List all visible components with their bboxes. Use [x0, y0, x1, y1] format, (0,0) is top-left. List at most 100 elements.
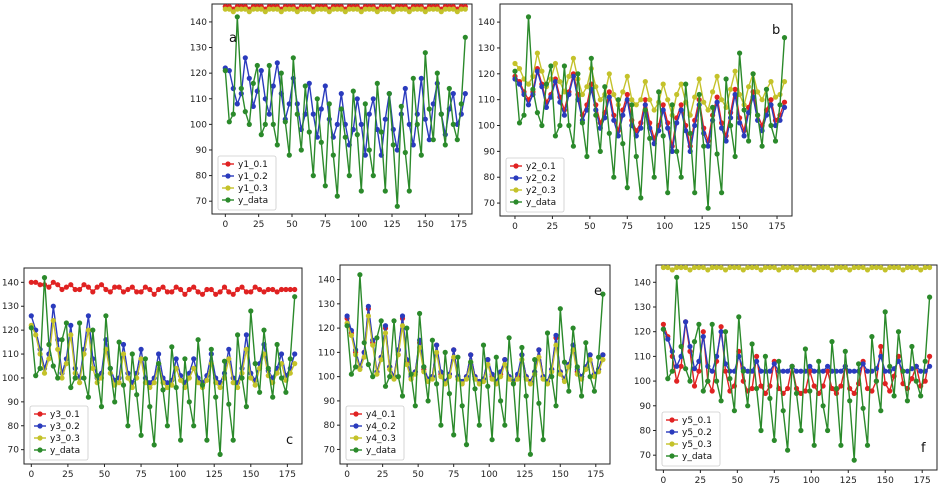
data-point [334, 193, 340, 199]
data-point [900, 368, 906, 374]
data-point [250, 6, 256, 12]
data-point [696, 76, 702, 82]
data-point [638, 125, 644, 131]
data-point [566, 73, 572, 79]
data-point [574, 364, 580, 370]
x-tick-label: 50 [99, 470, 111, 480]
data-point [77, 380, 83, 386]
data-point [59, 375, 65, 381]
data-point [829, 385, 835, 392]
data-point [370, 6, 376, 12]
y-tick-label: 130 [190, 44, 207, 54]
data-point [489, 437, 495, 443]
y-tick-label: 90 [324, 397, 336, 407]
data-point [59, 337, 65, 343]
legend-marker [669, 417, 675, 423]
data-point [552, 60, 559, 67]
data-point [767, 368, 773, 374]
data-point [678, 174, 684, 180]
legend-label: y5_0.2 [682, 428, 712, 438]
data-point [530, 86, 536, 92]
data-point [860, 361, 866, 367]
data-point [660, 326, 667, 332]
series-y_data [344, 272, 606, 457]
data-point [344, 313, 350, 319]
data-point [665, 376, 671, 382]
data-point [234, 101, 240, 107]
x-tick-label: 50 [732, 476, 744, 486]
data-point [909, 376, 915, 382]
data-point [306, 80, 312, 86]
data-point [274, 6, 280, 12]
data-point [274, 142, 280, 148]
data-point [382, 188, 388, 194]
data-point [489, 376, 495, 382]
data-point [310, 173, 316, 179]
data-point [254, 6, 260, 12]
y-tick-label: 120 [478, 70, 495, 80]
x-tick-label: 75 [769, 476, 780, 486]
data-point [709, 321, 715, 327]
data-point [723, 138, 729, 144]
data-point [362, 101, 368, 107]
data-point [904, 398, 911, 404]
data-point [678, 107, 684, 113]
data-point [399, 393, 406, 399]
data-point [732, 91, 738, 98]
legend-marker [513, 199, 519, 205]
data-point [358, 121, 364, 127]
data-point [485, 383, 491, 389]
data-point [138, 346, 144, 352]
data-point [629, 102, 635, 108]
data-point [85, 284, 91, 290]
y-tick-label: 110 [478, 96, 495, 106]
data-point [741, 133, 747, 139]
legend-marker [225, 161, 231, 167]
legend-marker [513, 187, 519, 193]
data-point [348, 371, 354, 377]
legend-label: y5_0.1 [682, 416, 712, 426]
data-point [633, 153, 639, 160]
data-point [151, 291, 157, 297]
data-point [678, 81, 684, 87]
data-point [802, 264, 809, 271]
data-point [807, 363, 813, 369]
data-point [864, 267, 871, 273]
data-point [714, 94, 720, 100]
data-point [527, 451, 534, 457]
data-point [103, 313, 109, 319]
data-point [252, 284, 258, 290]
data-point [749, 341, 755, 347]
data-point [204, 377, 210, 383]
data-point [759, 143, 765, 149]
data-point [262, 9, 268, 15]
data-point [382, 116, 388, 122]
x-tick-label: 175 [587, 470, 604, 480]
data-point [777, 102, 783, 108]
data-point [512, 60, 518, 67]
y-tick-label: 80 [324, 421, 336, 431]
data-point [922, 264, 928, 271]
x-tick-label: 100 [350, 220, 367, 230]
data-point [252, 361, 258, 367]
data-point [678, 363, 684, 369]
data-point [138, 356, 144, 362]
data-point [600, 357, 606, 363]
data-point [68, 332, 74, 338]
data-point [386, 6, 392, 12]
data-point [624, 97, 630, 103]
data-point [536, 354, 542, 360]
data-point [710, 104, 716, 110]
data-point [696, 264, 702, 271]
data-point [438, 422, 444, 428]
data-point [374, 80, 380, 86]
data-point [772, 138, 779, 144]
data-point [561, 63, 568, 69]
data-point [728, 122, 734, 129]
data-point [120, 289, 127, 295]
x-tick-label: 125 [694, 222, 711, 232]
data-point [358, 188, 364, 194]
data-point [120, 351, 127, 357]
data-point [642, 102, 648, 108]
x-tick-label: 75 [135, 470, 146, 480]
